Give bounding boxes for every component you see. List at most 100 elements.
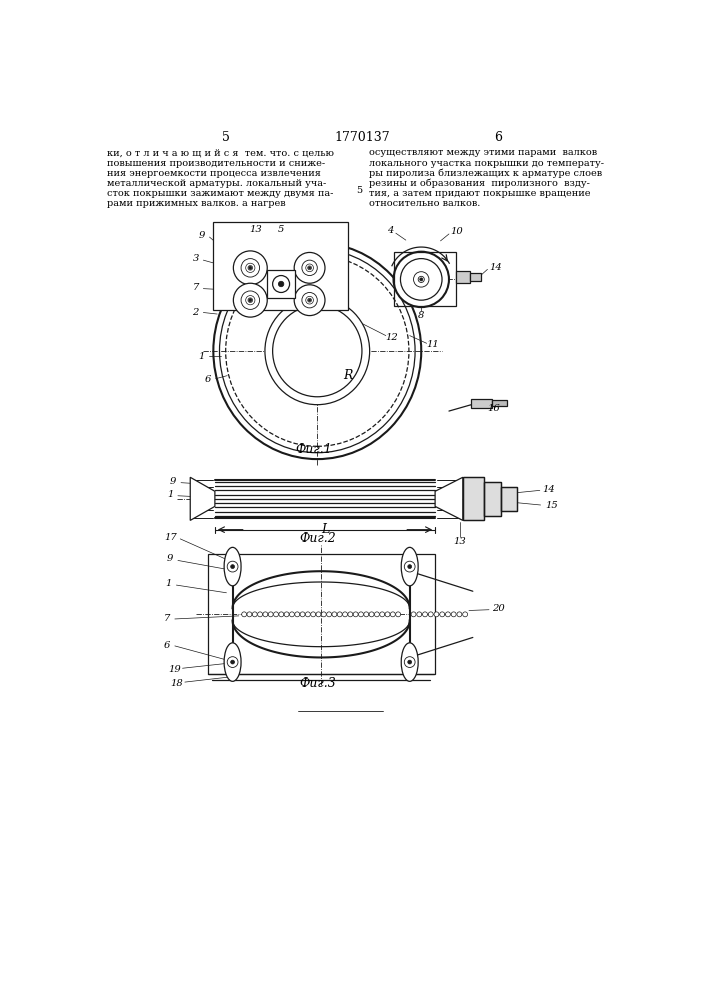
Circle shape — [233, 251, 267, 285]
Circle shape — [274, 612, 279, 617]
Text: 19: 19 — [168, 665, 181, 674]
Text: Фиг.2: Фиг.2 — [299, 532, 336, 545]
Circle shape — [457, 612, 462, 617]
Circle shape — [294, 252, 325, 283]
Bar — [469, 273, 481, 281]
Bar — [501, 487, 517, 511]
Text: R: R — [344, 369, 353, 382]
Circle shape — [230, 660, 235, 664]
Ellipse shape — [402, 643, 418, 681]
Text: относительно валков.: относительно валков. — [369, 199, 480, 208]
Text: 1: 1 — [199, 352, 205, 361]
Text: ния энергоемкости процесса извлечения: ния энергоемкости процесса извлечения — [107, 169, 321, 178]
Circle shape — [420, 278, 423, 281]
Text: 17: 17 — [165, 533, 177, 542]
Circle shape — [358, 612, 363, 617]
Circle shape — [284, 612, 289, 617]
Circle shape — [408, 565, 411, 569]
Text: сток покрышки зажимают между двумя па-: сток покрышки зажимают между двумя па- — [107, 189, 334, 198]
Circle shape — [279, 281, 284, 287]
Text: 3: 3 — [192, 254, 199, 263]
Circle shape — [308, 267, 311, 269]
Circle shape — [268, 612, 273, 617]
Ellipse shape — [224, 643, 241, 681]
Circle shape — [434, 612, 439, 617]
Bar — [395, 252, 456, 306]
Bar — [463, 477, 484, 520]
Circle shape — [289, 612, 294, 617]
Text: 7: 7 — [192, 283, 199, 292]
Circle shape — [310, 612, 315, 617]
Circle shape — [247, 612, 252, 617]
Circle shape — [242, 612, 247, 617]
Circle shape — [417, 612, 422, 617]
Circle shape — [404, 657, 415, 667]
Bar — [484, 482, 501, 516]
Circle shape — [451, 612, 456, 617]
Circle shape — [404, 561, 415, 572]
Circle shape — [233, 283, 267, 317]
Bar — [267, 270, 295, 298]
Text: 9: 9 — [199, 231, 205, 240]
Bar — [484, 482, 501, 516]
Circle shape — [337, 612, 342, 617]
Text: 1: 1 — [167, 490, 173, 499]
Text: 12: 12 — [385, 333, 398, 342]
Circle shape — [354, 612, 358, 617]
Text: 5: 5 — [223, 131, 230, 144]
Bar — [492, 400, 508, 406]
Text: 6: 6 — [494, 131, 502, 144]
Circle shape — [348, 612, 353, 617]
Circle shape — [394, 252, 449, 307]
Circle shape — [316, 612, 321, 617]
Bar — [501, 487, 517, 511]
Text: ры пиролиза близлежащих к арматуре слоев: ры пиролиза близлежащих к арматуре слоев — [369, 169, 602, 178]
Text: 10: 10 — [450, 227, 463, 236]
Text: 13: 13 — [250, 225, 262, 234]
Text: 18: 18 — [171, 679, 184, 688]
Text: 1: 1 — [165, 579, 172, 588]
Text: 6: 6 — [205, 375, 211, 384]
Bar — [456, 271, 469, 283]
Text: 9: 9 — [170, 477, 177, 486]
Polygon shape — [435, 477, 463, 520]
Bar — [214, 222, 348, 310]
Circle shape — [327, 612, 332, 617]
Polygon shape — [190, 477, 215, 520]
Circle shape — [390, 612, 395, 617]
Text: ки, о т л и ч а ю щ и й с я  тем. что. с целью: ки, о т л и ч а ю щ и й с я тем. что. с … — [107, 148, 334, 157]
Bar — [463, 477, 484, 520]
Circle shape — [249, 266, 252, 269]
Bar — [208, 554, 435, 674]
Text: 11: 11 — [426, 340, 439, 349]
Text: локального участка покрышки до температу-: локального участка покрышки до температу… — [369, 158, 604, 167]
Circle shape — [305, 612, 310, 617]
Text: 15: 15 — [545, 500, 558, 510]
Ellipse shape — [402, 547, 418, 586]
Circle shape — [230, 565, 235, 569]
Text: тия, а затем придают покрышке вращение: тия, а затем придают покрышке вращение — [369, 189, 590, 198]
Text: Фиг.1: Фиг.1 — [295, 443, 332, 456]
Text: 5: 5 — [356, 186, 362, 195]
Circle shape — [300, 612, 305, 617]
Text: осуществляют между этими парами  валков: осуществляют между этими парами валков — [369, 148, 597, 157]
Circle shape — [428, 612, 433, 617]
Circle shape — [380, 612, 385, 617]
Circle shape — [462, 612, 467, 617]
Text: 14: 14 — [543, 485, 556, 494]
Circle shape — [375, 612, 380, 617]
Text: 2: 2 — [192, 308, 199, 317]
Circle shape — [257, 612, 262, 617]
Text: 6: 6 — [164, 641, 170, 650]
Circle shape — [279, 612, 284, 617]
Text: 14: 14 — [489, 263, 502, 272]
Circle shape — [252, 612, 257, 617]
Circle shape — [369, 612, 374, 617]
Text: 9: 9 — [167, 554, 173, 563]
Circle shape — [263, 612, 268, 617]
Circle shape — [227, 561, 238, 572]
Text: 7: 7 — [164, 614, 170, 623]
Circle shape — [227, 657, 238, 667]
Ellipse shape — [224, 547, 241, 586]
Bar — [471, 399, 492, 408]
